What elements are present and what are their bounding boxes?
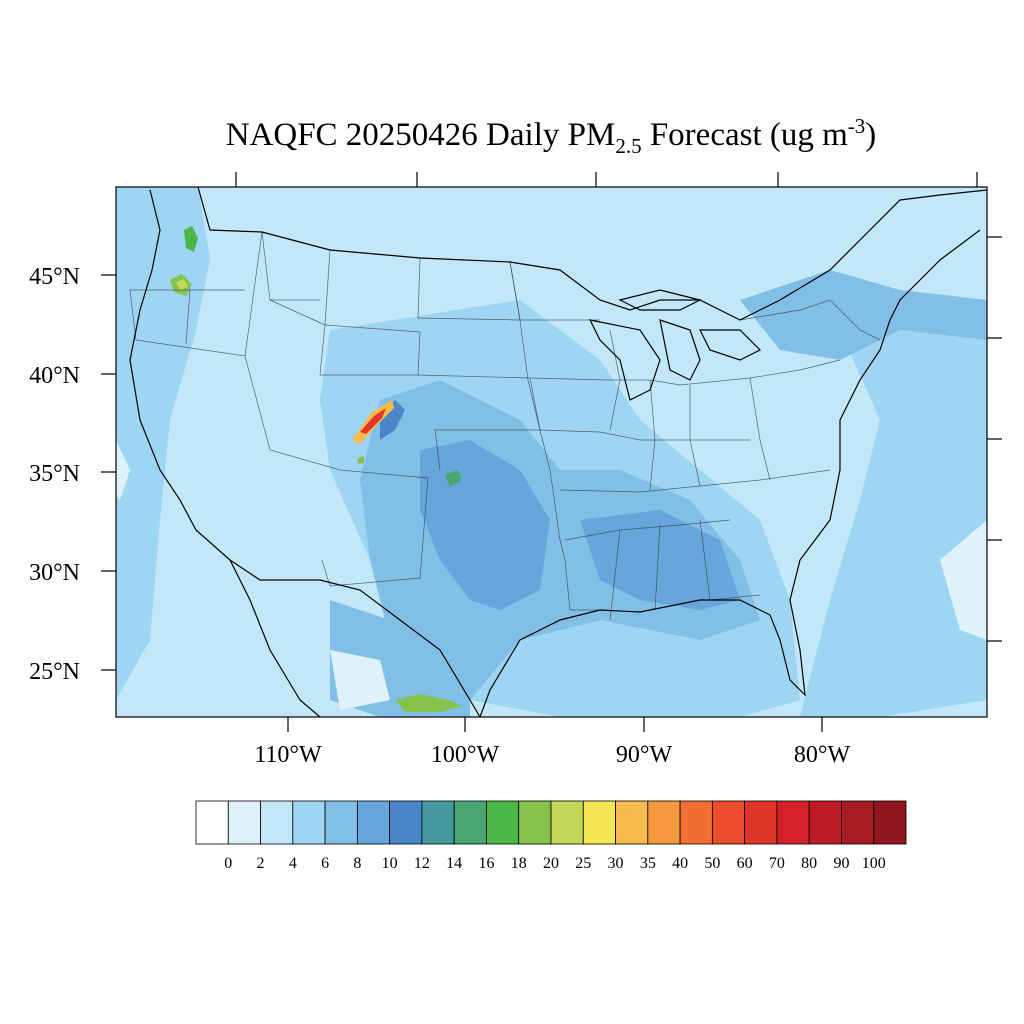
colorbar-label: 70 [769,855,785,872]
colorbar-label: 2 [257,855,265,872]
colorbar-swatch [486,800,520,845]
colorbar-swatch [744,800,778,845]
colorbar-label: 14 [446,855,462,872]
colorbar-swatches [195,800,907,845]
colorbar-label: 90 [833,855,849,872]
colorbar-swatch [518,800,552,845]
colorbar-label: 50 [704,855,720,872]
lat-label-40n: 40°N [29,363,80,389]
colorbar-swatch [679,800,713,845]
top-ticks [235,172,978,187]
colorbar-label: 60 [737,855,753,872]
colorbar-label: 40 [672,855,688,872]
colorbar-swatch [615,800,649,845]
colorbar-swatch [776,800,810,845]
lat-label-25n: 25°N [29,659,80,685]
map-title: NAQFC 20250426 Daily PM2.5 Forecast (ug … [226,114,877,158]
hotspot-colorado-small [358,456,364,464]
contour-northeast [740,270,987,360]
colorbar-swatch [582,800,616,845]
coastlines [129,187,987,717]
lon-label-100w: 100°W [431,742,500,768]
colorbar-swatch [227,800,261,845]
latitude-labels: 45°N 40°N 35°N 30°N 25°N [29,264,80,685]
colorbar-swatch [550,800,584,845]
colorbar-label: 30 [608,855,624,872]
contour-pacific-clean [116,440,130,500]
contour-gulf-coast [580,510,740,610]
right-ticks [987,236,1002,642]
colorbar-swatch [421,800,455,845]
pm25-concentration-field [116,187,987,717]
colorbar-label: 35 [640,855,656,872]
colorbar-label: 18 [511,855,527,872]
colorbar-swatch [647,800,681,845]
colorbar-swatch [260,800,294,845]
colorbar-swatch [389,800,423,845]
lat-label-35n: 35°N [29,461,80,487]
lat-label-30n: 30°N [29,560,80,586]
hotspot-mexico [395,694,462,712]
bottom-ticks [287,717,823,732]
colorbar-label: 20 [543,855,559,872]
colorbar-swatch [808,800,842,845]
colorbar-labels: 0 2 4 6 8 10 12 14 16 18 20 25 30 35 40 50 60 70 80 90 100 [224,855,885,872]
colorbar-label: 6 [321,855,329,872]
colorbar-label: 80 [801,855,817,872]
colorbar-swatch [324,800,358,845]
colorbar-swatch [195,800,229,845]
hotspot-colorado-plume-core [360,408,386,434]
left-ticks [101,274,116,671]
colorbar: 0 2 4 6 8 10 12 14 16 18 20 25 30 35 40 50 60 70 80 90 100 [195,800,907,872]
lat-label-45n: 45°N [29,264,80,290]
colorbar-label: 10 [382,855,398,872]
state-boundaries [129,231,881,621]
colorbar-swatch [453,800,487,845]
colorbar-swatch [841,800,875,845]
colorbar-label: 12 [414,855,430,872]
colorbar-swatch [292,800,326,845]
colorbar-label: 4 [289,855,297,872]
hotspot-washington [184,226,198,252]
lon-label-80w: 80°W [794,742,851,768]
map-frame [115,186,988,718]
colorbar-label: 8 [353,855,361,872]
colorbar-swatch [711,800,746,845]
colorbar-label: 100 [862,855,886,872]
contour-atlantic [800,300,987,717]
lon-label-90w: 90°W [616,742,673,768]
map-panel [116,187,987,717]
colorbar-swatch [873,800,907,845]
colorbar-label: 25 [575,855,591,872]
longitude-labels: 110°W 100°W 90°W 80°W [254,742,850,768]
contour-mexico-clean [330,650,390,710]
colorbar-label: 0 [224,855,232,872]
colorbar-swatch [356,800,391,845]
hotspot-oregon-core [176,279,188,290]
lon-label-110w: 110°W [254,742,322,768]
colorbar-label: 16 [478,855,494,872]
contour-atlantic-clean [940,520,987,640]
contour-plume-oklahoma [445,470,462,487]
